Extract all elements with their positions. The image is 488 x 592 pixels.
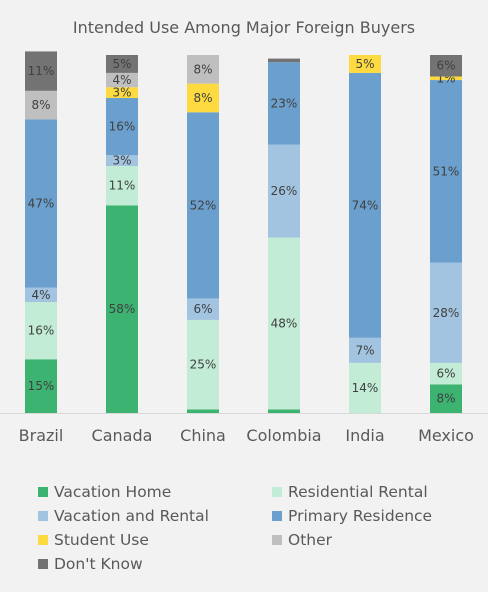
legend-label: Primary Residence [288, 507, 433, 525]
data-label-india-residential-rental: 14% [352, 381, 379, 395]
data-label-canada-primary-residence: 16% [109, 120, 136, 134]
bar-segment-mexico-primary-residence [430, 80, 462, 263]
bar-segment-mexico-residential-rental [430, 362, 462, 385]
legend-item-primary-residence: Primary Residence [272, 507, 432, 525]
bar-segment-india-vacation-and-rental [349, 337, 381, 363]
category-label-china: China [180, 426, 226, 445]
data-label-china-other: 8% [193, 62, 212, 76]
legend-item-other: Other [272, 531, 332, 549]
legend-swatch [38, 487, 48, 497]
data-label-canada-don-t-know: 5% [112, 57, 131, 71]
data-label-canada-vacation-home: 58% [109, 302, 136, 316]
data-label-colombia-residential-rental: 48% [271, 317, 298, 331]
bar-segment-china-primary-residence [187, 112, 219, 299]
legend-label: Don't Know [54, 555, 143, 573]
bar-segment-colombia-vacation-and-rental [268, 144, 300, 238]
data-label-colombia-vacation-and-rental: 26% [271, 184, 298, 198]
bar-segment-canada-vacation-and-rental [106, 155, 138, 166]
bar-segment-brazil-vacation-home [25, 359, 57, 413]
data-label-mexico-vacation-home: 8% [436, 392, 455, 406]
bar-segment-canada-vacation-home [106, 205, 138, 413]
data-label-canada-vacation-and-rental: 3% [112, 154, 131, 168]
bar-segment-brazil-residential-rental [25, 302, 57, 360]
bar-segment-mexico-vacation-and-rental [430, 262, 462, 363]
bar-segment-china-other [187, 55, 219, 84]
data-label-brazil-vacation-home: 15% [28, 379, 55, 393]
legend-item-vacation-home: Vacation Home [38, 483, 171, 501]
data-label-mexico-vacation-and-rental: 28% [433, 306, 460, 320]
data-label-mexico-don-t-know: 6% [436, 59, 455, 73]
bar-segment-canada-primary-residence [106, 97, 138, 156]
bar-segment-canada-student-use [106, 87, 138, 98]
data-label-china-student-use: 8% [193, 91, 212, 105]
bar-segment-colombia-don-t-know [268, 58, 300, 63]
data-label-brazil-primary-residence: 47% [28, 197, 55, 211]
bar-segment-brazil-vacation-and-rental [25, 287, 57, 303]
data-label-india-student-use: 5% [355, 57, 374, 71]
legend-swatch [272, 535, 282, 545]
bar-segment-canada-other [106, 72, 138, 88]
data-label-india-primary-residence: 74% [352, 198, 379, 212]
data-label-colombia-primary-residence: 23% [271, 96, 298, 110]
legend-swatch [38, 559, 48, 569]
legend-label: Other [288, 531, 333, 549]
legend-label: Student Use [54, 531, 149, 549]
data-label-canada-residential-rental: 11% [109, 179, 136, 193]
data-label-brazil-don-t-know: 11% [28, 64, 55, 78]
legend-label: Vacation and Rental [54, 507, 209, 525]
legend-swatch [38, 535, 48, 545]
bar-segment-mexico-student-use [430, 76, 462, 81]
legend-label: Residential Rental [288, 483, 428, 501]
data-label-mexico-primary-residence: 51% [433, 164, 460, 178]
category-label-colombia: Colombia [246, 426, 321, 445]
legend-swatch [272, 487, 282, 497]
data-label-canada-other: 4% [112, 73, 131, 87]
data-label-canada-student-use: 3% [112, 86, 131, 100]
bar-segment-mexico-vacation-home [430, 384, 462, 413]
chart-title: Intended Use Among Major Foreign Buyers [72, 18, 416, 37]
bar-segment-brazil-don-t-know [25, 51, 57, 91]
data-label-china-vacation-and-rental: 6% [193, 302, 212, 316]
bar-segment-india-residential-rental [349, 362, 381, 413]
legend-item-student-use: Student Use [38, 531, 149, 549]
category-label-india: India [345, 426, 384, 445]
legend-item-vacation-and-rental: Vacation and Rental [38, 507, 209, 525]
legend-item-residential-rental: Residential Rental [272, 483, 428, 501]
plot-area: 15%16%4%47%8%11%Brazil58%11%3%16%3%4%5%C… [0, 51, 488, 445]
bar-segment-mexico-don-t-know [430, 55, 462, 77]
bar-segment-canada-residential-rental [106, 165, 138, 206]
bar-segment-china-student-use [187, 83, 219, 113]
data-label-brazil-residential-rental: 16% [28, 324, 55, 338]
data-label-mexico-residential-rental: 6% [436, 367, 455, 381]
category-label-brazil: Brazil [19, 426, 64, 445]
data-label-brazil-vacation-and-rental: 4% [31, 288, 50, 302]
category-label-mexico: Mexico [418, 426, 474, 445]
category-label-canada: Canada [92, 426, 153, 445]
legend-swatch [38, 511, 48, 521]
data-label-china-residential-rental: 25% [190, 358, 217, 372]
bar-segment-china-residential-rental [187, 319, 219, 410]
legend-label: Vacation Home [54, 483, 172, 501]
bar-segment-china-vacation-home [187, 409, 219, 413]
bar-segment-india-primary-residence [349, 72, 381, 338]
bar-segment-brazil-other [25, 90, 57, 120]
data-label-brazil-other: 8% [31, 98, 50, 112]
bar-segment-canada-don-t-know [106, 55, 138, 73]
legend-swatch [272, 511, 282, 521]
bar-segment-india-student-use [349, 55, 381, 73]
bar-segment-colombia-primary-residence [268, 62, 300, 145]
data-label-india-vacation-and-rental: 7% [355, 343, 374, 357]
data-label-china-primary-residence: 52% [190, 198, 217, 212]
bar-segment-colombia-residential-rental [268, 237, 300, 410]
bar-segment-china-vacation-and-rental [187, 298, 219, 320]
bar-segment-brazil-primary-residence [25, 119, 57, 288]
bar-segment-colombia-vacation-home [268, 409, 300, 413]
legend-item-don-t-know: Don't Know [38, 555, 143, 573]
